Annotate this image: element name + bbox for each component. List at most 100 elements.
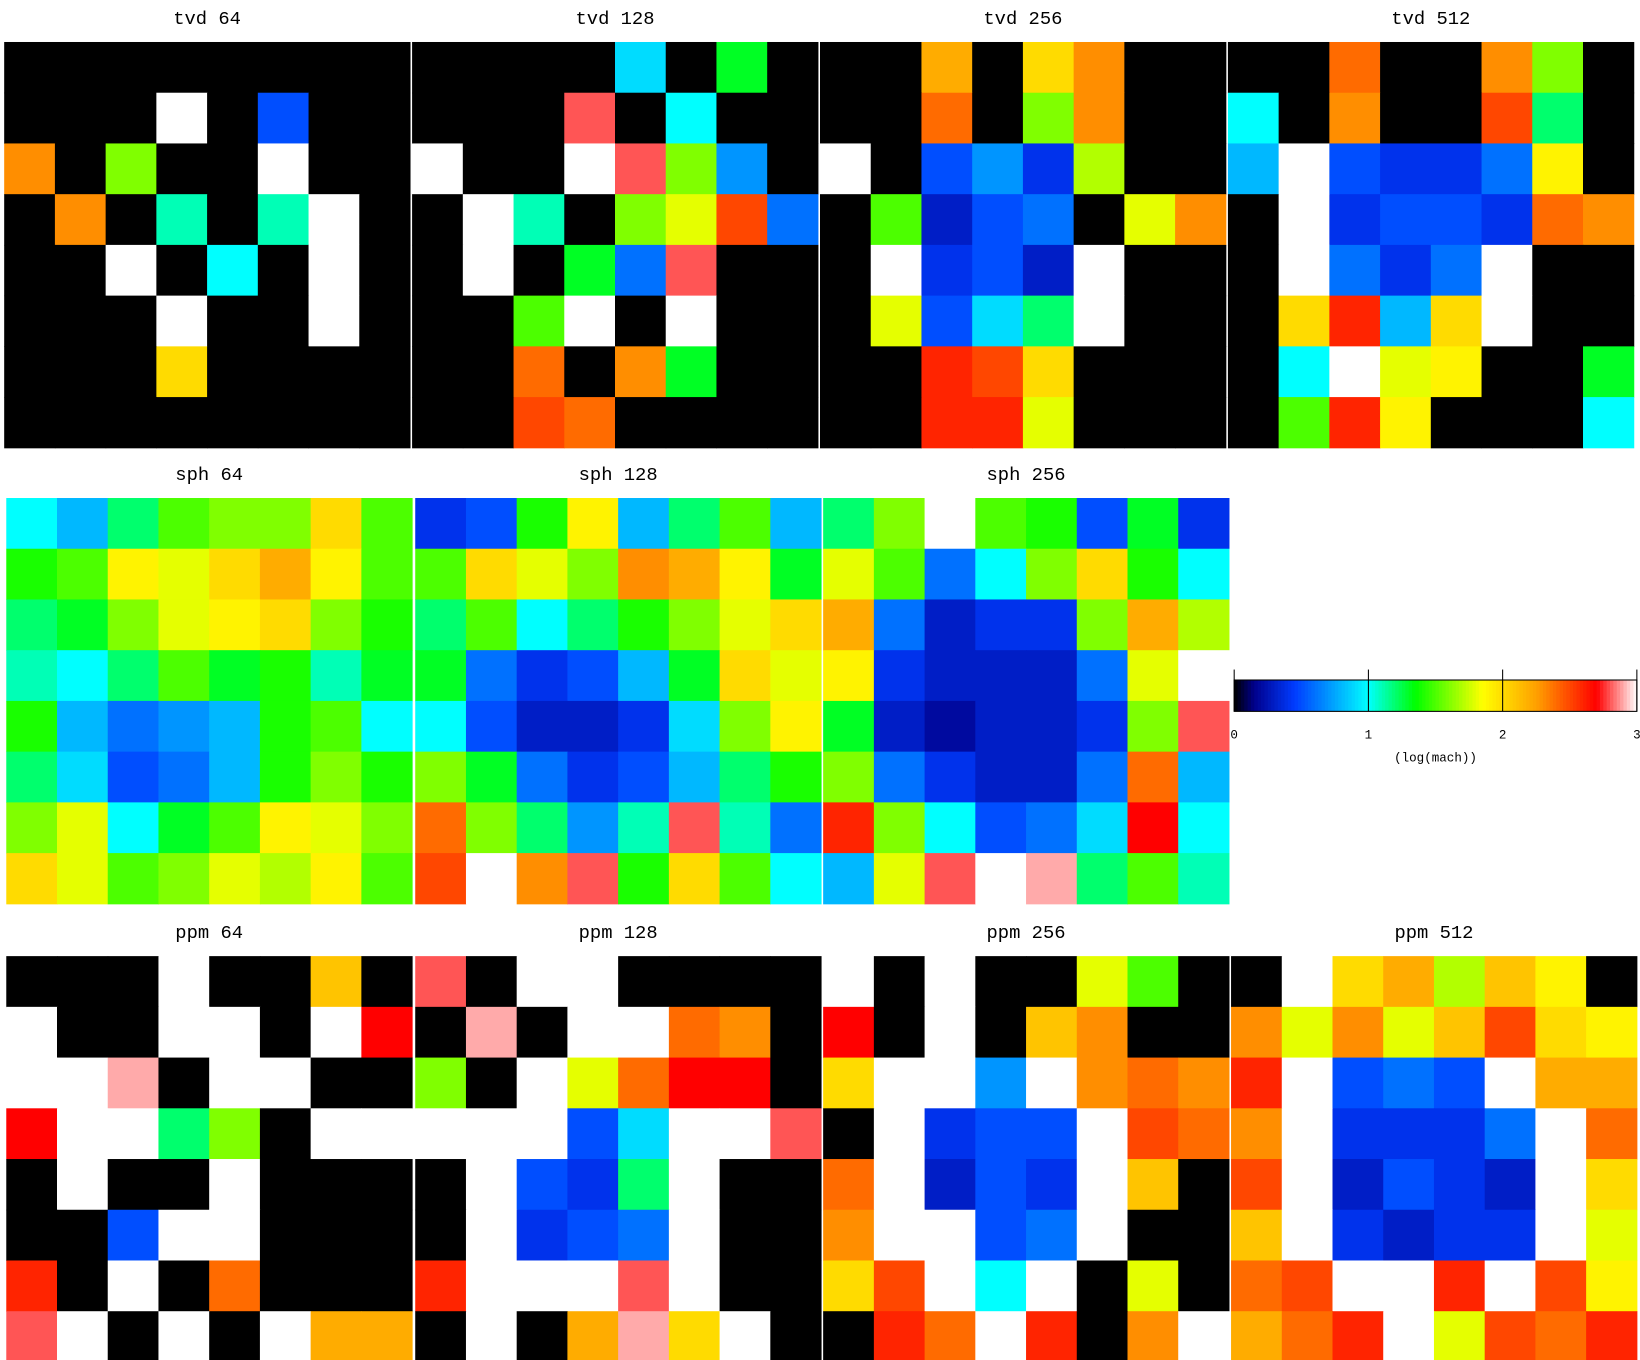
heatmap-cell <box>567 498 619 550</box>
heatmap-cell <box>873 548 926 600</box>
colorbar-segment <box>1505 680 1510 712</box>
colorbar-segment <box>1569 680 1574 712</box>
heatmap-cell <box>1582 244 1635 297</box>
heatmap-cell <box>361 751 413 803</box>
heatmap-cell <box>668 751 721 803</box>
heatmap-cell <box>823 1108 875 1160</box>
heatmap-cell <box>57 956 109 1008</box>
heatmap-cell <box>516 1006 568 1059</box>
heatmap-cell <box>516 1108 568 1160</box>
heatmap-cell <box>1383 1006 1435 1059</box>
heatmap-cell <box>870 41 922 94</box>
heatmap-cell <box>4 346 56 398</box>
heatmap-cell <box>1124 92 1176 144</box>
heatmap-cell <box>1231 956 1283 1008</box>
heatmap-cell <box>770 1311 822 1360</box>
heatmap-cell <box>820 41 872 94</box>
colorbar-segment <box>1257 680 1262 712</box>
heatmap-cell <box>1127 1311 1179 1360</box>
heatmap-cell <box>618 1311 670 1360</box>
heatmap-cell <box>870 244 922 297</box>
heatmap-cell <box>57 1209 109 1262</box>
heatmap-cell <box>361 1159 413 1211</box>
heatmap-cell <box>361 1260 413 1312</box>
heatmap-cell <box>924 802 976 854</box>
heatmap-cell <box>4 92 56 144</box>
colorbar-segment <box>1271 680 1276 712</box>
heatmap-cell <box>1383 1159 1435 1211</box>
heatmap-cell <box>6 1057 58 1109</box>
heatmap-cell <box>716 194 768 246</box>
heatmap-cell <box>1231 1260 1283 1312</box>
heatmap-cell <box>770 1057 822 1109</box>
heatmap-cell <box>1582 41 1635 94</box>
heatmap-cell <box>1178 956 1230 1008</box>
heatmap-cell <box>668 650 721 702</box>
heatmap-cell <box>1127 956 1179 1008</box>
heatmap-cell <box>719 956 771 1008</box>
heatmap-cell <box>719 700 771 753</box>
colorbar-segment <box>1556 680 1561 712</box>
heatmap-cell <box>105 194 157 246</box>
heatmap-cell <box>57 751 109 803</box>
colorbar-segment <box>1250 680 1255 712</box>
heatmap-cell <box>209 700 261 753</box>
heatmap-cell <box>719 751 771 803</box>
heatmap-cell <box>873 1260 926 1312</box>
heatmap-cell <box>1430 194 1483 246</box>
heatmap-cell <box>873 700 926 753</box>
heatmap-cell <box>6 956 58 1008</box>
heatmap-cell <box>259 548 312 600</box>
heatmap-cell <box>770 498 822 550</box>
heatmap-cell <box>767 397 819 449</box>
colorbar-segment <box>1479 680 1484 712</box>
heatmap-cell <box>54 295 107 347</box>
heatmap-cell <box>361 1311 413 1360</box>
colorbar-segment <box>1408 680 1413 712</box>
heatmap-cell <box>873 1209 926 1262</box>
colorbar-segment <box>1593 680 1598 712</box>
heatmap-cell <box>823 650 875 702</box>
heatmap-cell <box>618 1108 670 1160</box>
heatmap-cell <box>1231 1209 1283 1262</box>
heatmap-cell <box>516 1057 568 1109</box>
heatmap-cell <box>972 194 1024 246</box>
heatmap-cell <box>972 397 1024 449</box>
heatmap-cell <box>308 295 360 347</box>
heatmap-cell <box>975 1108 1027 1160</box>
heatmap-cell <box>770 548 822 600</box>
heatmap-cell <box>924 700 976 753</box>
colorbar-segment <box>1613 680 1618 712</box>
heatmap-cell <box>668 1006 721 1059</box>
heatmap-cell <box>719 802 771 854</box>
heatmap-cell <box>567 1057 619 1109</box>
heatmap-cell <box>719 1108 771 1160</box>
heatmap-cell <box>567 1108 619 1160</box>
colorbar-segment <box>1519 680 1524 712</box>
heatmap-cell <box>564 41 616 94</box>
heatmap-cell <box>823 956 875 1008</box>
heatmap-cell <box>1178 751 1230 803</box>
heatmap-cell <box>415 853 467 905</box>
heatmap-cell <box>361 650 413 702</box>
heatmap-cell <box>209 599 261 651</box>
colorbar-segment <box>1583 680 1588 712</box>
heatmap-cell <box>1484 1260 1536 1312</box>
heatmap-cell <box>873 498 926 550</box>
heatmap-cell <box>873 1057 926 1109</box>
heatmap-cell <box>1076 1006 1129 1059</box>
heatmap-cell <box>465 802 518 854</box>
colorbar-label: (log(mach)) <box>1394 752 1477 766</box>
heatmap-cell <box>1076 1057 1129 1109</box>
colorbar-segment <box>1385 680 1390 712</box>
heatmap-cell <box>4 143 56 195</box>
heatmap-cell <box>1332 1006 1384 1059</box>
heatmap-cell <box>209 1311 261 1360</box>
heatmap-cell <box>308 346 360 398</box>
heatmap-cell <box>1383 1108 1435 1160</box>
heatmap-cell <box>207 244 259 297</box>
heatmap-cell <box>972 295 1024 347</box>
heatmap-cell <box>719 548 771 600</box>
heatmap-cell <box>1124 143 1176 195</box>
